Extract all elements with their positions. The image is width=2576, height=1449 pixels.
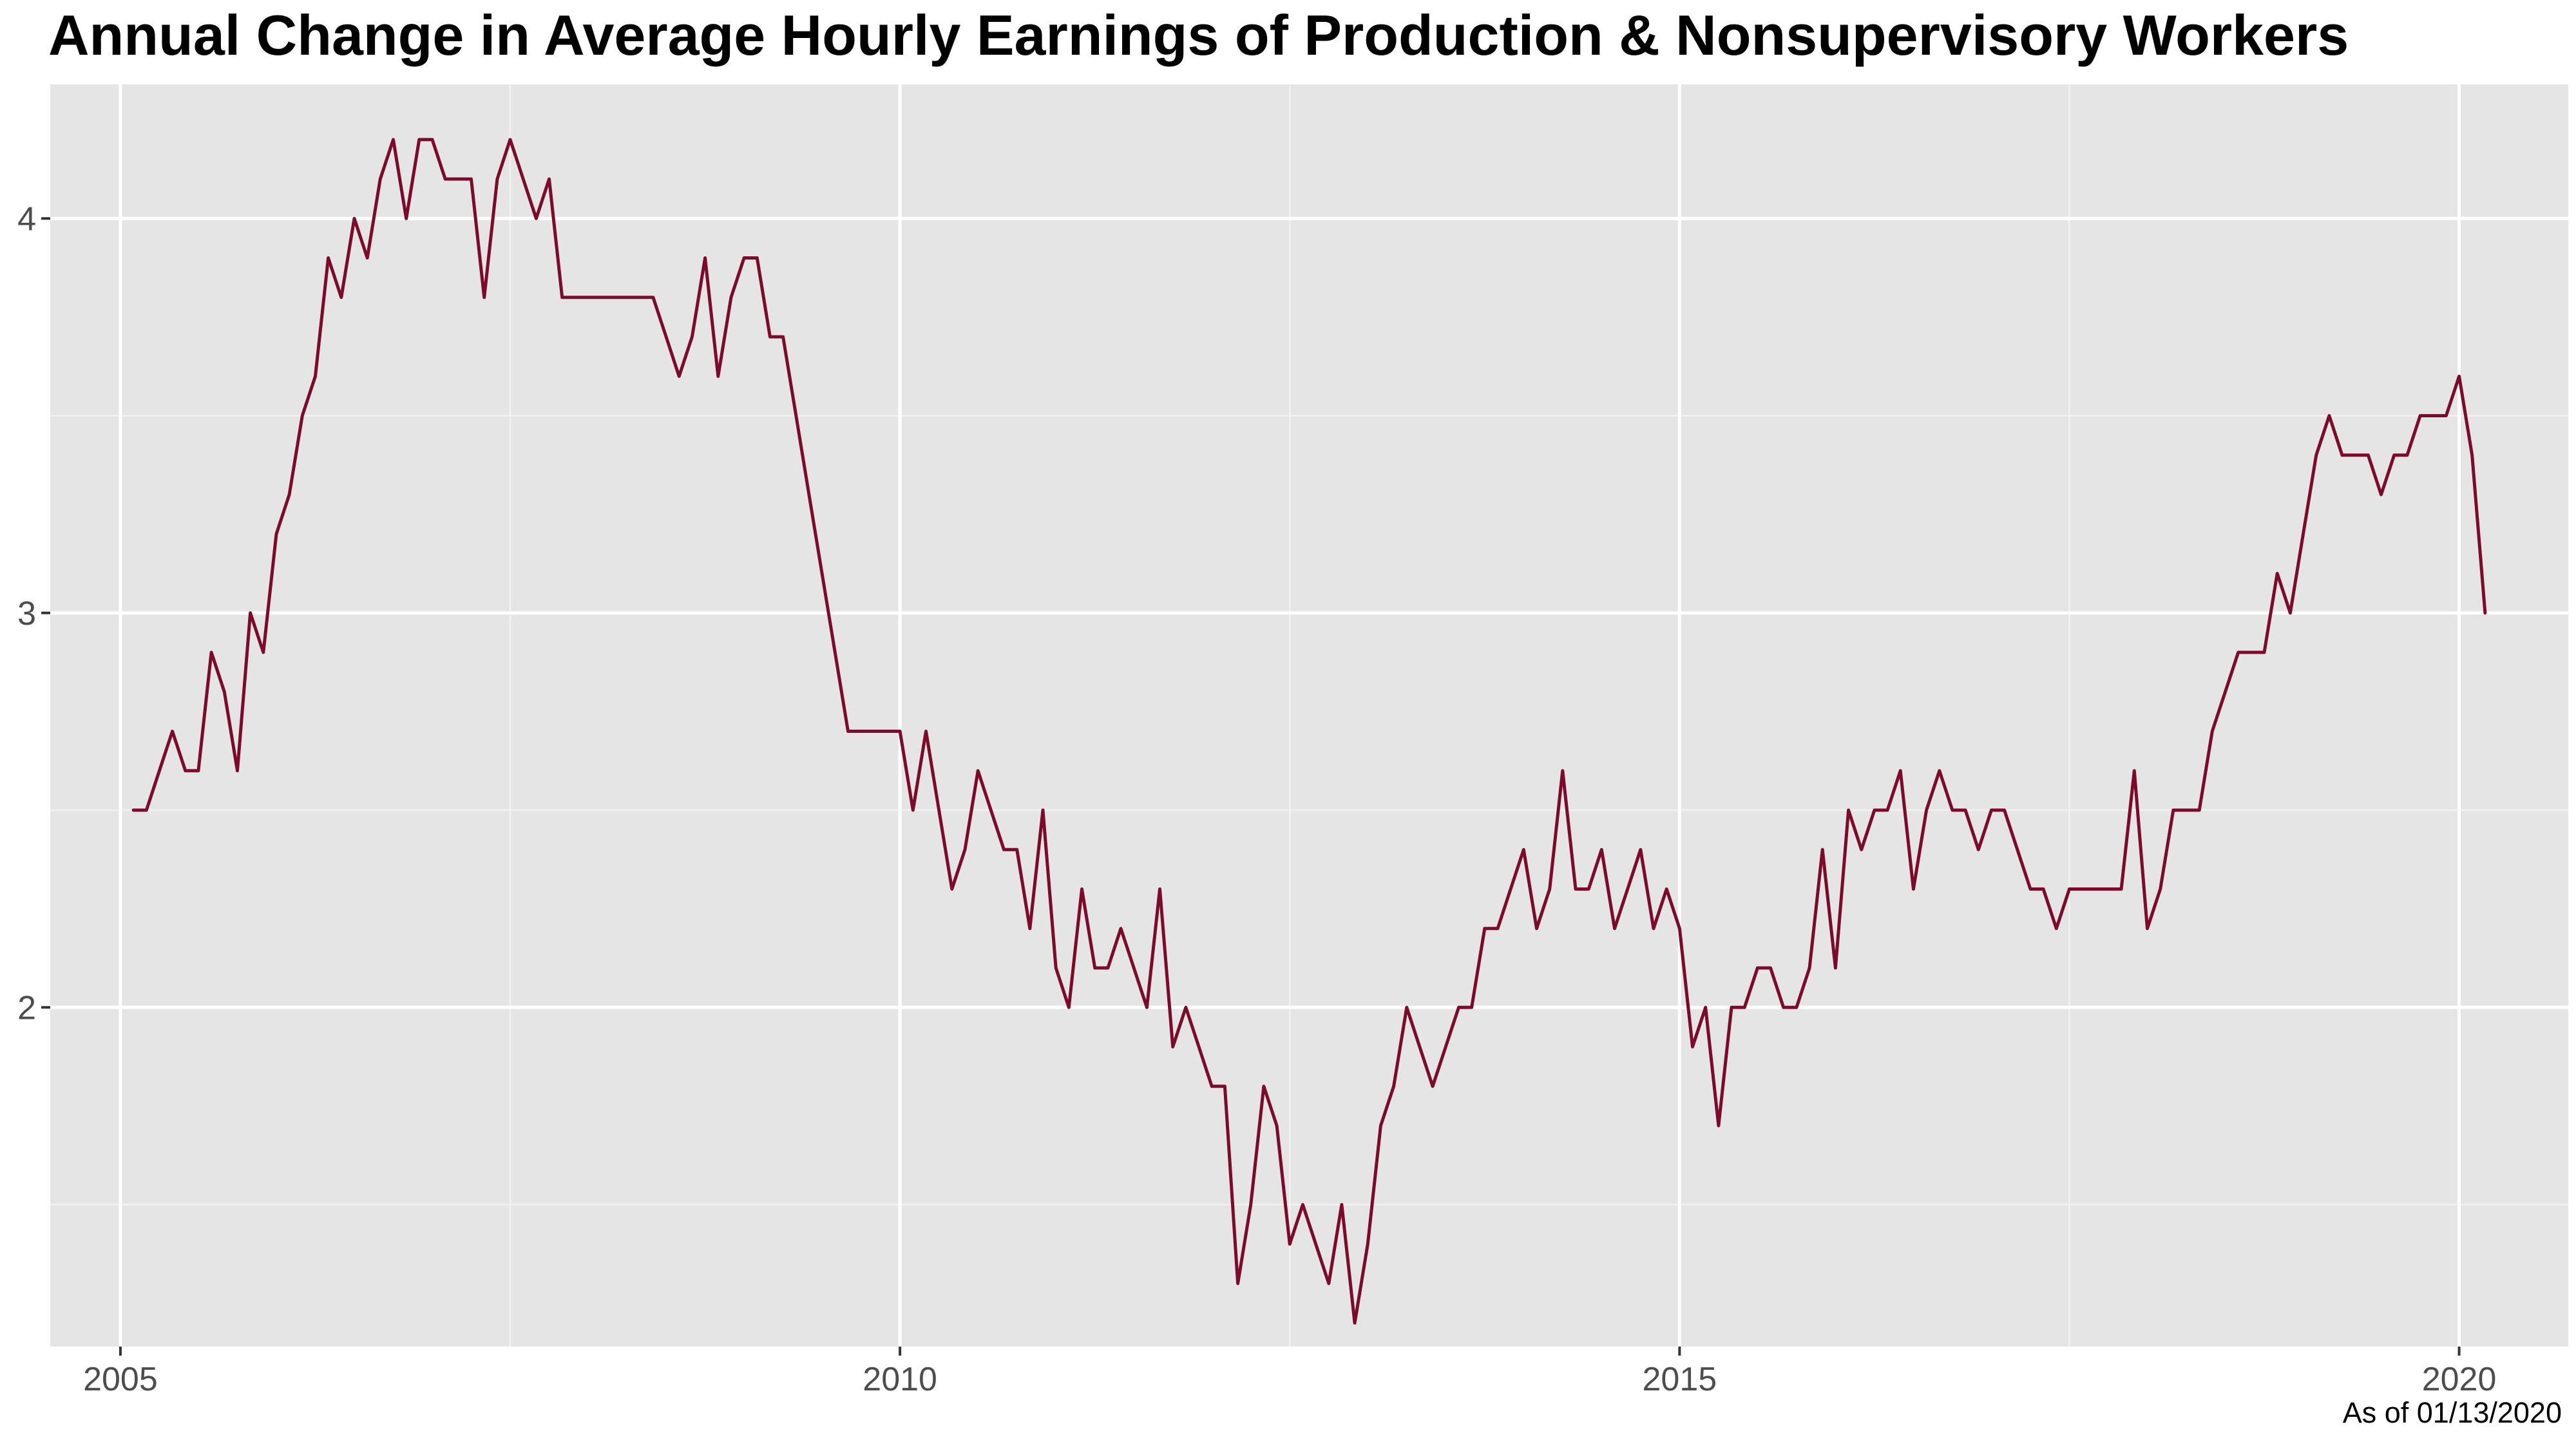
y-tick-label: 2 xyxy=(17,989,36,1027)
axis-ticks: 2 3 4 2005 2010 2015 2020 xyxy=(17,200,2496,1398)
x-tick-label: 2020 xyxy=(2422,1361,2497,1398)
y-tick-label: 4 xyxy=(17,200,36,238)
chart-title: Annual Change in Average Hourly Earnings… xyxy=(48,3,2349,67)
earnings-change-line xyxy=(131,138,2487,1325)
y-tick-label: 3 xyxy=(17,595,36,632)
major-gridlines xyxy=(50,84,2568,1347)
as-of-caption: As of 01/13/2020 xyxy=(2342,1396,2562,1429)
x-tick-label: 2010 xyxy=(863,1361,937,1398)
minor-gridlines xyxy=(50,84,2568,1347)
x-tick-label: 2015 xyxy=(1643,1361,1717,1398)
series-layer xyxy=(131,138,2487,1325)
plot-panel xyxy=(50,84,2568,1347)
x-tick-label: 2005 xyxy=(83,1361,158,1398)
